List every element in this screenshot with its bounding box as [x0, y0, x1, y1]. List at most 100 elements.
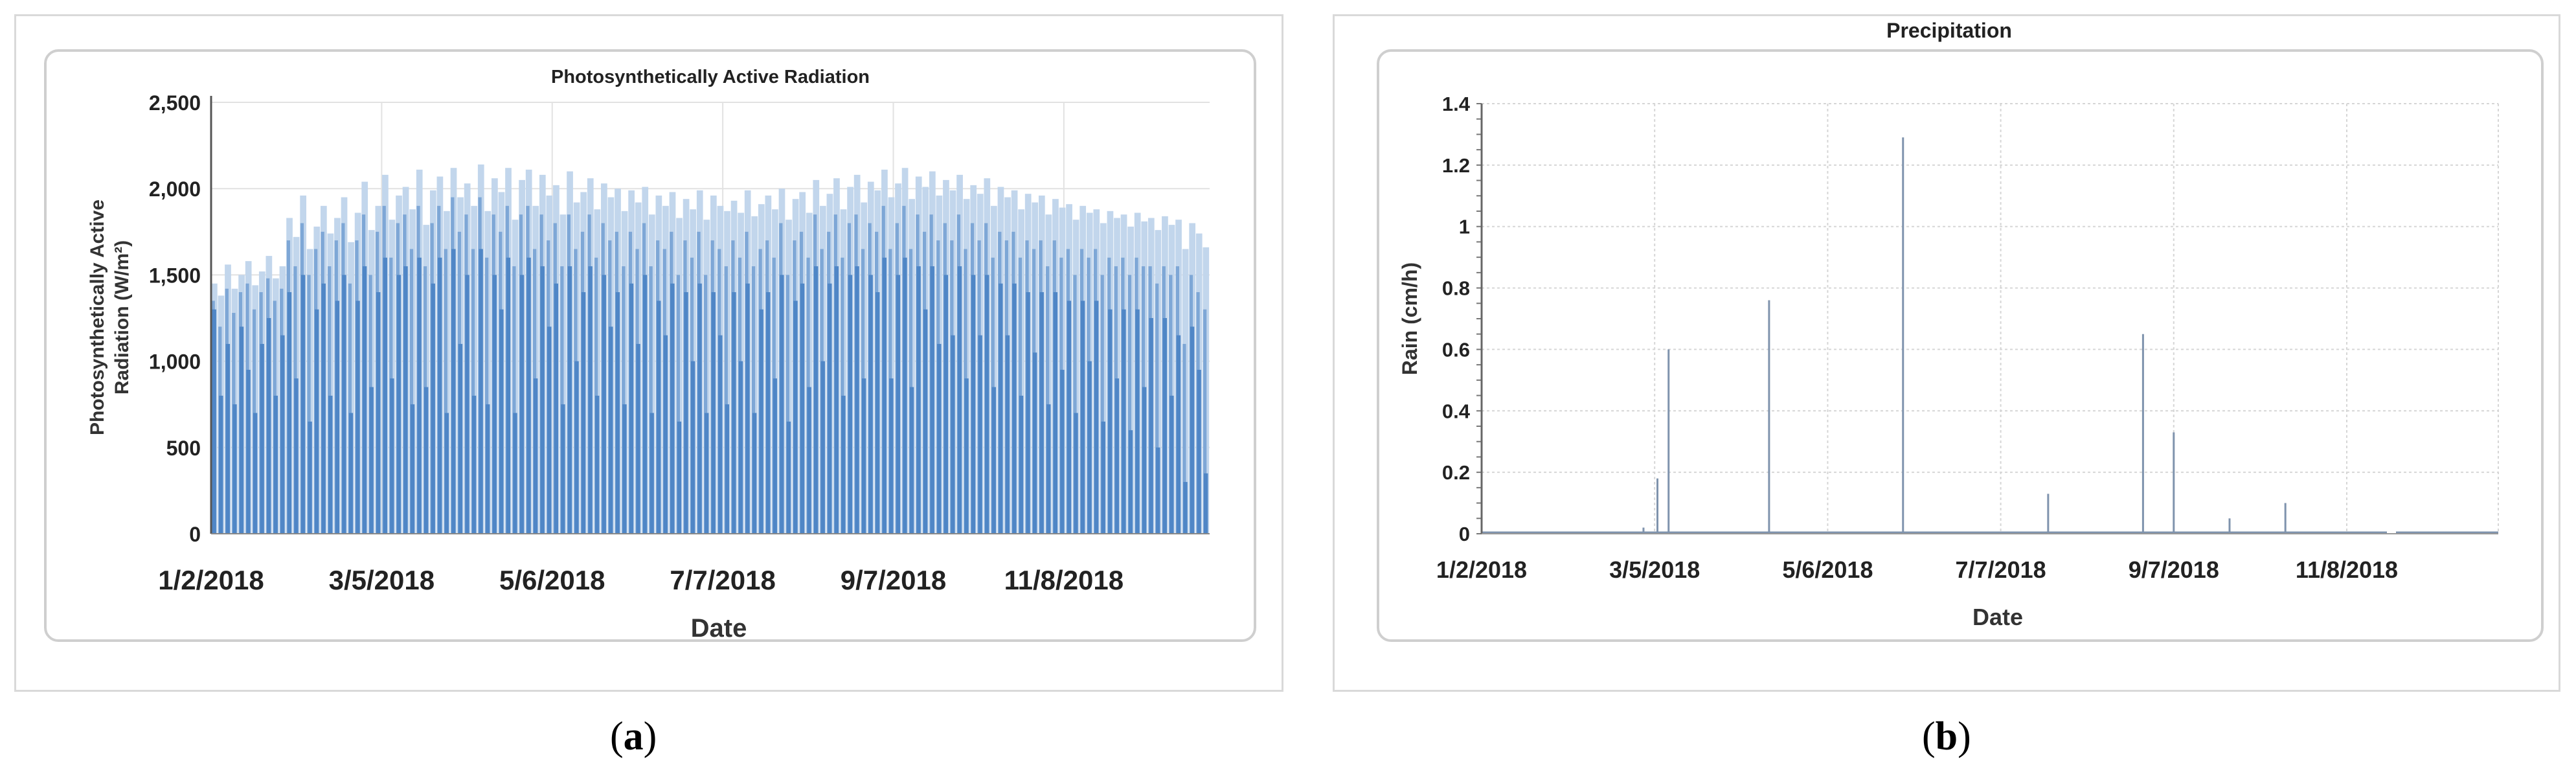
par-bar-lower: [752, 413, 757, 534]
par-bar-lower: [1060, 369, 1065, 534]
par-bar-lower: [294, 378, 299, 534]
par-bar-lower: [1032, 352, 1037, 534]
par-bar-lower: [1128, 430, 1133, 534]
par-bar-lower: [383, 257, 387, 534]
par-bar-mid: [484, 257, 489, 534]
par-bar-lower: [362, 266, 367, 534]
par-bar-lower: [1197, 369, 1201, 534]
par-bar-lower: [1135, 309, 1140, 534]
par-bar-lower: [663, 335, 668, 534]
par-bar-lower: [1204, 473, 1208, 534]
par-bar-mid: [724, 266, 728, 534]
x-tick-label: 5/6/2018: [1782, 556, 1873, 583]
par-bar-lower: [342, 275, 346, 534]
par-bar-lower: [1149, 318, 1153, 534]
par-bar-lower: [923, 309, 928, 534]
par-bar-lower: [246, 369, 251, 534]
par-bar-lower: [438, 257, 442, 534]
par-bar-lower: [588, 266, 593, 534]
par-bar-lower: [943, 275, 949, 534]
par-bar-lower: [800, 283, 805, 534]
y-tick-label: 500: [166, 437, 201, 460]
par-bar-lower: [267, 318, 271, 534]
par-bar-lower: [636, 343, 640, 534]
par-bar-lower: [225, 343, 231, 534]
par-bar-mid: [703, 275, 708, 534]
par-bar-lower: [1176, 335, 1181, 534]
par-bar-mid: [622, 266, 626, 534]
par-bar-lower: [642, 275, 648, 534]
par-bar-lower: [889, 378, 894, 534]
par-bar-lower: [369, 387, 374, 534]
par-bar-lower: [410, 404, 415, 534]
par-bar-lower: [486, 404, 490, 534]
par-bar-lower: [1053, 292, 1058, 534]
par-bar-lower: [595, 395, 600, 534]
par-bar-lower: [574, 361, 579, 534]
x-tick-label: 3/5/2018: [329, 565, 435, 595]
par-bar-lower: [971, 275, 976, 534]
par-bar-lower: [253, 413, 258, 534]
par-bar-lower: [547, 326, 552, 534]
par-bar-lower: [561, 404, 565, 534]
par-bar-lower: [424, 387, 429, 534]
y-tick-label: 0: [189, 523, 201, 546]
par-bar-lower: [848, 275, 853, 534]
par-bar-lower: [300, 275, 306, 534]
par-bar-lower: [786, 421, 791, 534]
par-bar-lower: [957, 266, 962, 534]
par-bar-lower: [622, 404, 627, 534]
y-tick-label: 1: [1459, 216, 1470, 238]
par-bar-lower: [533, 378, 538, 534]
par-bar-lower: [356, 301, 360, 534]
par-bar-lower: [807, 387, 811, 534]
par-bar-lower: [526, 257, 531, 534]
par-bar-lower: [431, 283, 435, 534]
par-bar-lower: [629, 283, 634, 534]
par-bar-lower: [212, 309, 216, 534]
par-bar-lower: [1101, 421, 1105, 534]
y-axis-label: Photosynthetically Active Radiation (W/m²…: [87, 200, 133, 435]
par-bar-lower: [471, 395, 477, 534]
par-bar-lower: [964, 378, 969, 534]
par-bar-lower: [1156, 447, 1160, 534]
par-bar-lower: [1074, 413, 1078, 534]
par-bar-lower: [937, 343, 942, 534]
par-bar-lower: [991, 387, 996, 534]
par-bar-mid: [649, 266, 653, 534]
par-bar-lower: [841, 395, 846, 534]
par-bar-lower: [492, 275, 497, 534]
par-bar-lower: [581, 292, 586, 534]
par-bar-lower: [328, 395, 333, 534]
y-axis-label-line: Photosynthetically Active: [87, 200, 108, 435]
par-bar-lower: [814, 266, 819, 534]
x-axis-label: Date: [691, 614, 747, 643]
y-tick-label: 1,500: [149, 264, 201, 287]
par-bar-lower: [1080, 301, 1085, 534]
par-bar-lower: [876, 292, 880, 534]
par-bar-lower: [1067, 301, 1072, 534]
par-bar-lower: [554, 283, 559, 534]
par-bar-lower: [273, 395, 278, 534]
x-tick-label: 1/2/2018: [1436, 556, 1527, 583]
par-bar-lower: [909, 387, 914, 534]
y-tick-label: 1.4: [1442, 93, 1471, 115]
y-axis-label: Rain (cm/h): [1398, 262, 1421, 375]
par-bar-lower: [1190, 326, 1195, 534]
y-tick-label: 2,000: [149, 177, 201, 201]
par-bar-lower: [705, 413, 709, 534]
par-bar-lower: [1039, 292, 1044, 534]
y-tick-label: 1,000: [149, 350, 201, 374]
par-bar-lower: [1162, 318, 1167, 534]
par-bar-lower: [732, 292, 736, 534]
par-bar-lower: [417, 257, 422, 534]
par-bar-lower: [780, 275, 784, 534]
panel-b-chart-box: [1377, 49, 2544, 642]
x-tick-label: 11/8/2018: [2296, 556, 2398, 583]
par-bar-mid: [1073, 275, 1077, 534]
x-tick-label: 9/7/2018: [841, 565, 947, 595]
par-bar-lower: [930, 266, 934, 534]
chart-title: Precipitation: [1886, 19, 2012, 42]
par-bar-lower: [882, 257, 887, 534]
